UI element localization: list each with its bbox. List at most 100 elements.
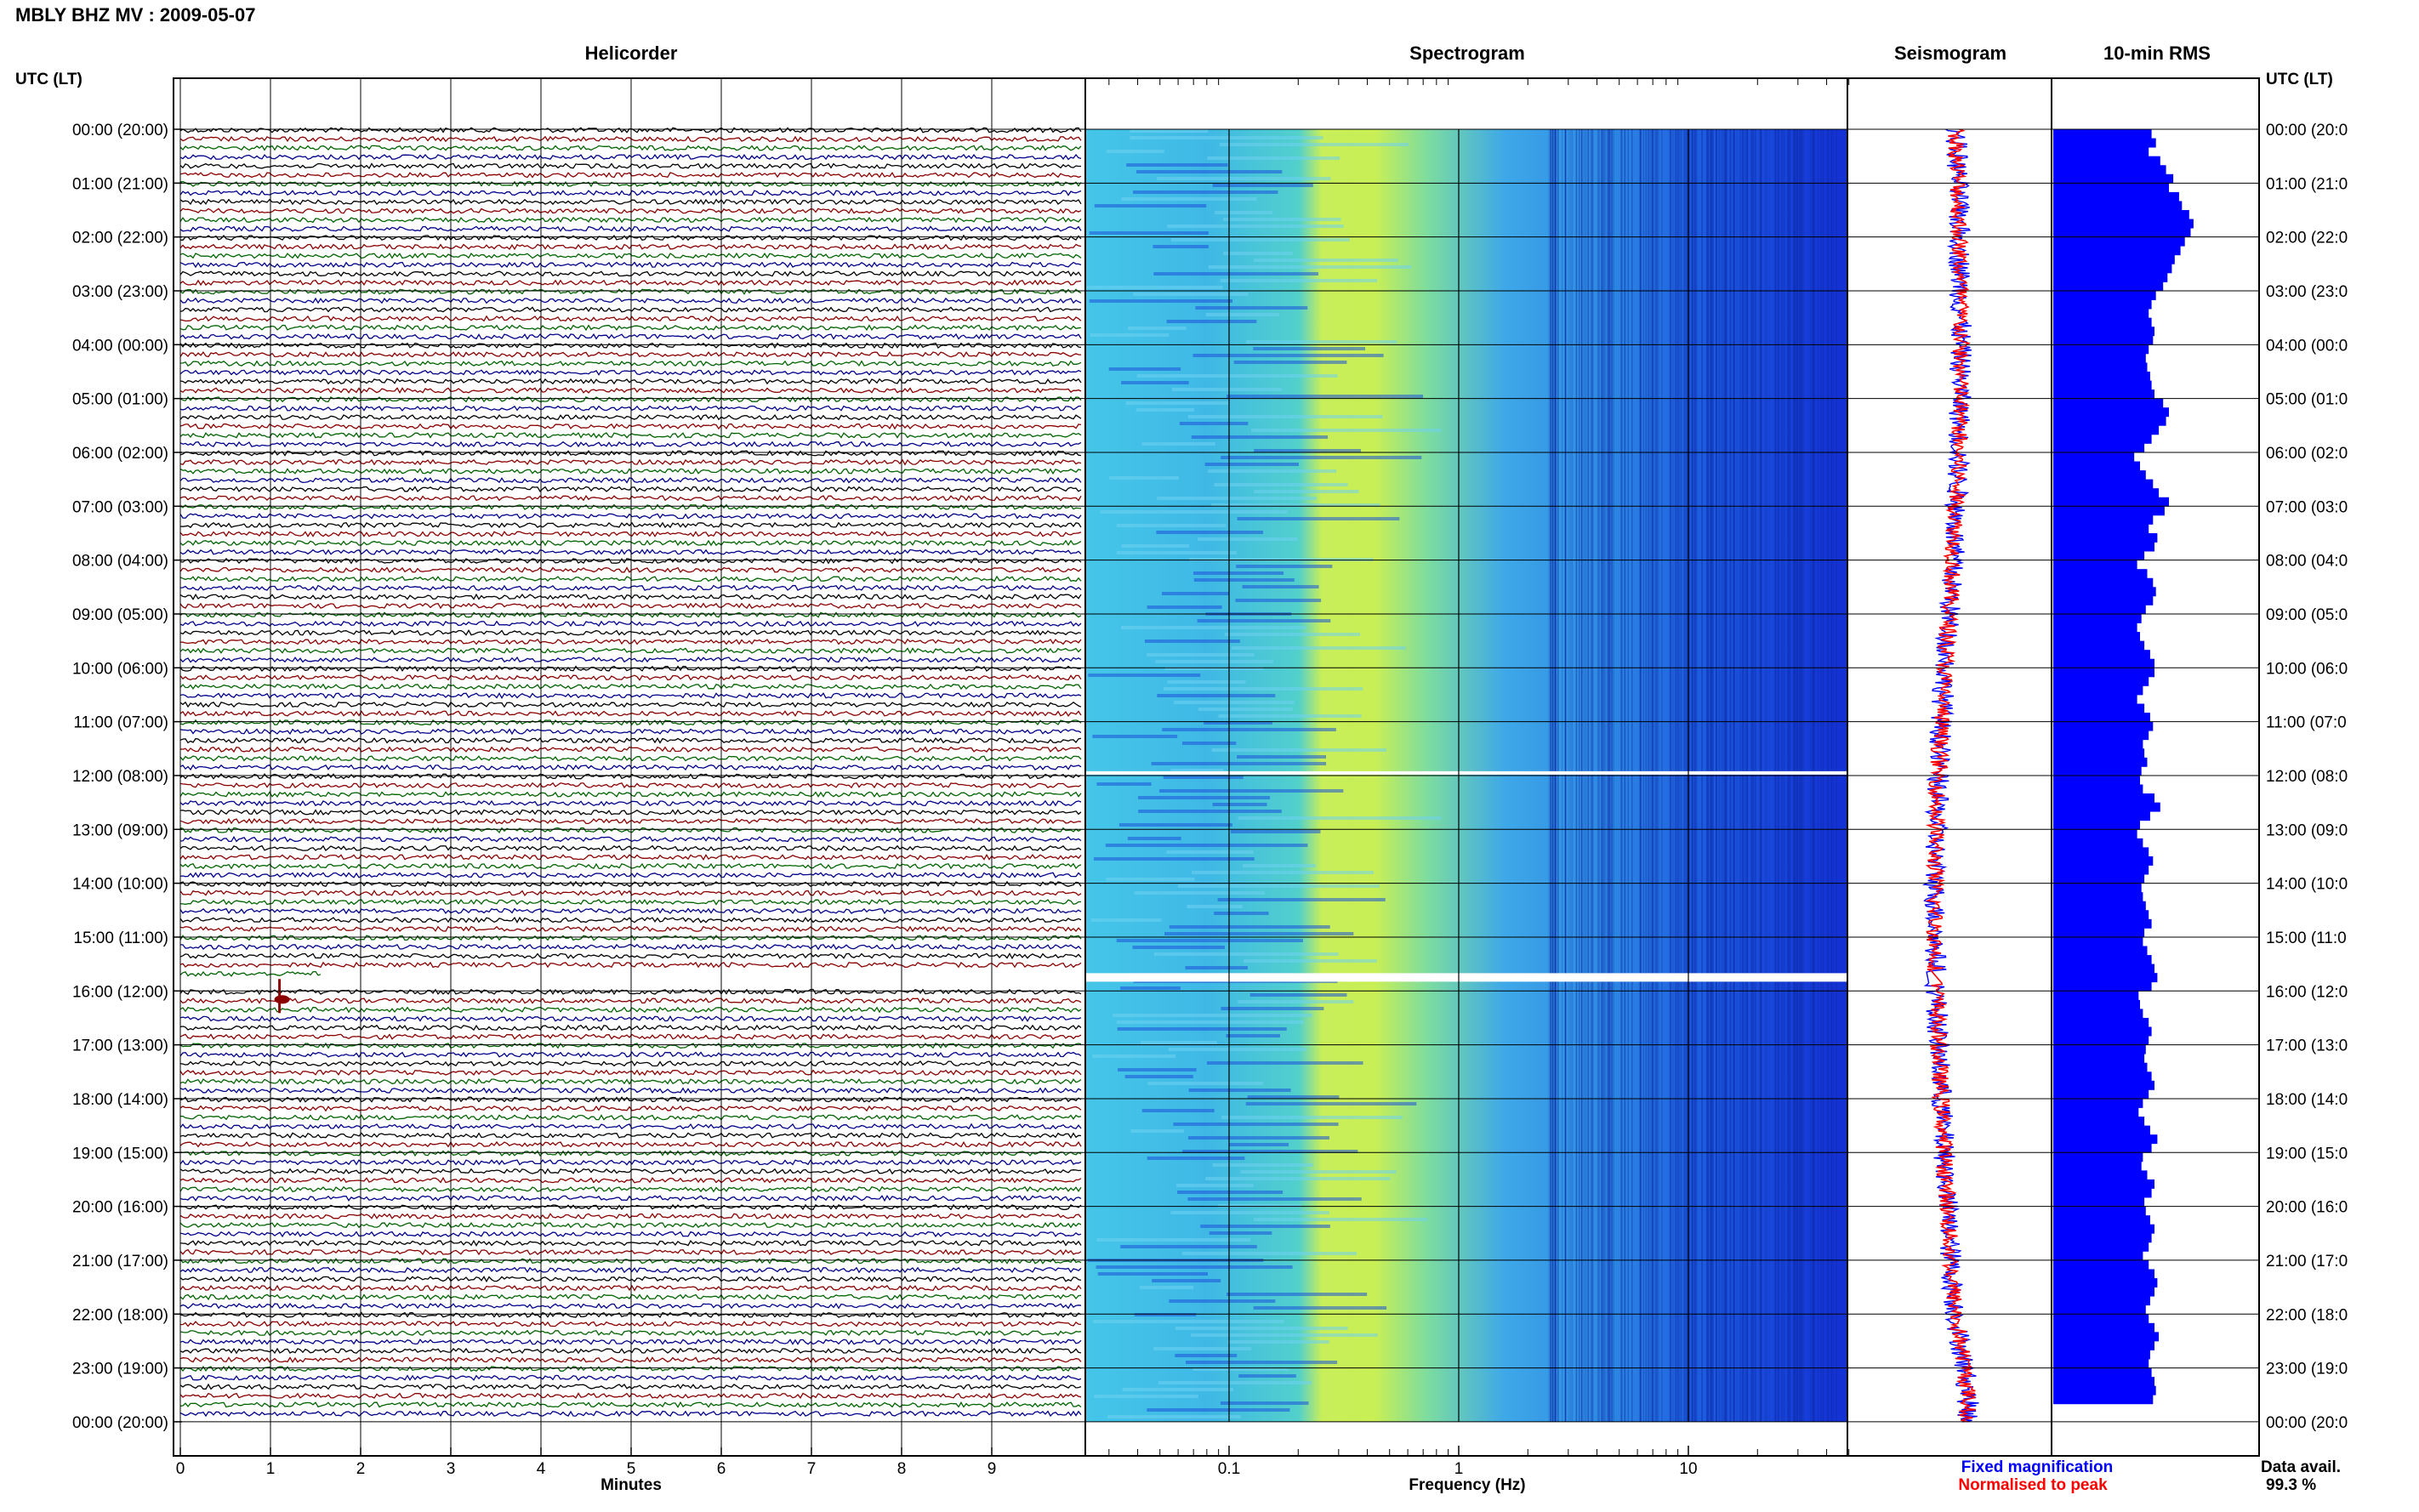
spectrogram-streak [1124, 1075, 1193, 1078]
spectrogram-streak [1121, 544, 1190, 548]
spectrogram-streak [1170, 1211, 1329, 1214]
rms-bar [2053, 569, 2148, 579]
spectrogram-streak [1205, 313, 1279, 316]
spectrogram-streak [1166, 320, 1257, 323]
spectrogram-streak [1133, 190, 1278, 194]
spectrogram-streak [1227, 1340, 1329, 1344]
spectrogram-streak [1153, 245, 1209, 248]
spectrogram-streak [1238, 816, 1442, 820]
time-label-right: 01:00 (21:0 [2266, 175, 2348, 193]
spectrogram-streak [1147, 1157, 1245, 1160]
spectrogram-streak [1221, 1116, 1403, 1119]
rms-bar [2053, 246, 2181, 256]
spectrogram-streak [1198, 537, 1298, 541]
spectrogram-streak [1168, 1048, 1307, 1051]
spectrogram-streak [1086, 286, 1223, 289]
rms-bar [2053, 928, 2145, 938]
rms-bar [2053, 1296, 2150, 1306]
time-label-right: 14:00 (10:0 [2266, 876, 2348, 894]
spectrogram-streak [1116, 524, 1227, 527]
spectrogram-streak [1242, 585, 1319, 588]
rms-bar [2053, 1367, 2152, 1378]
time-label-right: 12:00 (08:0 [2266, 768, 2348, 786]
rms-bar [2053, 802, 2160, 812]
spectrogram-streak [1136, 170, 1283, 173]
spectrogram-streak [1134, 1313, 1197, 1316]
time-label-left: 10:00 (06:00) [72, 660, 168, 678]
spectrogram-streak [1175, 1354, 1238, 1357]
rms-bar [2053, 991, 2139, 1001]
rms-bar [2053, 865, 2149, 875]
spectrogram-streak [1192, 871, 1375, 874]
spectrogram-streak [1153, 1347, 1252, 1350]
time-label-right: 00:00 (20:0 [2266, 1414, 2348, 1432]
spectrogram-streak [1224, 633, 1361, 636]
spectrogram-streak [1106, 150, 1164, 153]
rms-bar [2053, 201, 2183, 211]
time-label-left: 00:00 (20:00) [72, 1414, 168, 1432]
time-label-right: 23:00 (19:0 [2266, 1361, 2348, 1378]
rms-bar [2053, 183, 2169, 193]
spectrogram-streak [1245, 1102, 1417, 1106]
rms-bar [2053, 560, 2137, 570]
spectrogram-streak [1215, 211, 1273, 214]
spectrogram-streak [1116, 939, 1303, 942]
spectrogram-streak [1174, 701, 1295, 704]
spectrogram-streak [1093, 1320, 1284, 1323]
rms-bar [2053, 434, 2152, 444]
rms-bar [2053, 1305, 2146, 1315]
time-label-right: 04:00 (00:0 [2266, 337, 2348, 355]
rms-bar [2053, 542, 2154, 552]
figure-title: MBLY BHZ MV : 2009-05-07 [15, 4, 255, 26]
rms-bar [2053, 1080, 2154, 1090]
rms-bar [2053, 577, 2154, 588]
rms-bar [2053, 1224, 2154, 1234]
rms-bar [2053, 1242, 2149, 1252]
spectrogram-streak [1121, 197, 1257, 201]
spectrogram-streak [1108, 367, 1181, 371]
spectrogram-streak [1105, 844, 1308, 847]
minute-tick-label: 8 [897, 1460, 907, 1478]
spectrogram-streak [1218, 714, 1362, 718]
spectrogram-streak [1089, 299, 1233, 303]
spectrogram-streak [1144, 639, 1240, 643]
rms-bar [2053, 1107, 2139, 1117]
spectrogram-streak [1207, 156, 1340, 160]
spectrogram-streak [1094, 1395, 1198, 1398]
spectrogram-streak [1205, 1177, 1391, 1180]
rms-bar [2053, 1259, 2149, 1270]
spectrogram-streak [1092, 735, 1178, 738]
spectrogram-streak [1136, 374, 1338, 378]
rms-bar [2053, 1009, 2143, 1019]
spectrogram-streak [1212, 803, 1267, 806]
rms-bar [2053, 264, 2172, 274]
rms-bar [2053, 470, 2146, 480]
time-label-right: 20:00 (16:0 [2266, 1199, 2348, 1217]
time-label-left: 14:00 (10:00) [72, 876, 168, 894]
spectrogram-streak [1221, 1007, 1324, 1010]
rms-bar [2053, 838, 2143, 848]
rms-bar [2053, 587, 2156, 597]
rms-bar [2053, 353, 2146, 363]
spectrogram-streak [1208, 265, 1412, 269]
spectrogram-streak [1187, 1197, 1362, 1201]
spectrogram-streak [1187, 905, 1243, 908]
spectrogram-streak [1118, 823, 1232, 827]
spectrogram-streak [1214, 912, 1269, 915]
rms-bar [2053, 147, 2149, 157]
spectrogram-streak [1157, 177, 1331, 180]
time-label-left: 22:00 (18:00) [72, 1306, 168, 1324]
spectrogram-streak [1096, 782, 1152, 786]
spectrogram-streak [1100, 510, 1288, 514]
rms-bar [2053, 613, 2142, 623]
rms-bar [2053, 290, 2156, 300]
rms-bar [2053, 855, 2154, 866]
spectrogram-streak [1120, 986, 1181, 990]
time-label-right: 06:00 (02:0 [2266, 445, 2348, 463]
spectrogram-streak [1236, 565, 1333, 568]
rms-bar [2053, 479, 2154, 489]
rms-bar [2053, 1233, 2152, 1243]
rms-bar [2053, 721, 2154, 731]
spectrogram-streak [1226, 1034, 1280, 1037]
